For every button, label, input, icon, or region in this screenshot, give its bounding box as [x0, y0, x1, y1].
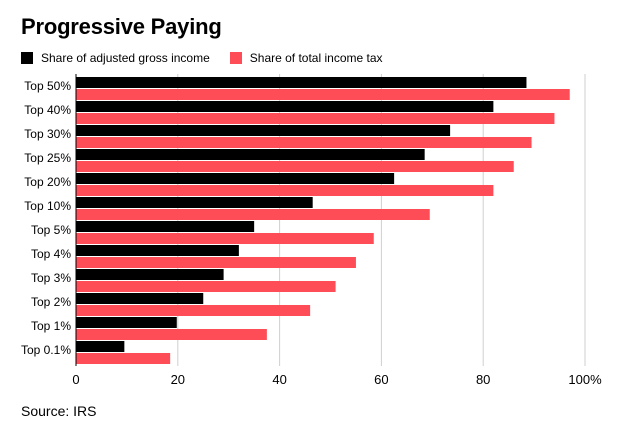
- category-label: Top 5%: [31, 223, 71, 237]
- category-label: Top 4%: [31, 247, 71, 261]
- bar-agi-10: [76, 317, 177, 328]
- legend-label-agi: Share of adjusted gross income: [41, 51, 210, 65]
- bar-tax-3: [76, 161, 514, 172]
- legend-swatch-agi: [21, 52, 33, 64]
- source-note: Source: IRS: [21, 403, 97, 419]
- chart-title: Progressive Paying: [21, 14, 222, 39]
- bar-agi-0: [76, 77, 527, 88]
- x-tick-label: 80: [476, 372, 490, 387]
- category-label: Top 1%: [31, 319, 71, 333]
- bar-tax-1: [76, 113, 555, 124]
- bar-agi-2: [76, 125, 451, 136]
- bar-agi-3: [76, 149, 425, 160]
- bar-agi-1: [76, 101, 494, 112]
- bar-agi-5: [76, 197, 313, 208]
- bar-agi-8: [76, 269, 224, 280]
- category-label: Top 25%: [24, 151, 71, 165]
- x-tick-label: 0: [72, 372, 79, 387]
- category-label: Top 40%: [24, 103, 71, 117]
- legend-item-tax: Share of total income tax: [229, 51, 383, 65]
- category-label: Top 0.1%: [21, 343, 71, 357]
- legend-swatch-tax: [229, 52, 242, 64]
- x-tick-label: 40: [272, 372, 286, 387]
- x-tick-label: 60: [374, 372, 388, 387]
- bar-tax-9: [76, 305, 311, 316]
- category-label: Top 2%: [31, 295, 71, 309]
- x-tick-label: 20: [171, 372, 185, 387]
- category-label: Top 20%: [24, 175, 71, 189]
- bar-agi-9: [76, 293, 204, 304]
- bar-agi-4: [76, 173, 395, 184]
- bar-agi-11: [76, 341, 125, 352]
- bar-tax-0: [76, 89, 570, 100]
- bar-tax-7: [76, 257, 356, 268]
- category-label: Top 3%: [31, 271, 71, 285]
- x-tick-label: 100%: [568, 372, 602, 387]
- bar-tax-4: [76, 185, 494, 196]
- category-label: Top 30%: [24, 127, 71, 141]
- bar-tax-11: [76, 353, 171, 364]
- bar-tax-6: [76, 233, 374, 244]
- bar-tax-8: [76, 281, 336, 292]
- bar-agi-7: [76, 245, 239, 256]
- bar-tax-5: [76, 209, 430, 220]
- bar-agi-6: [76, 221, 255, 232]
- legend: Share of adjusted gross income Share of …: [21, 51, 403, 65]
- bar-tax-10: [76, 329, 267, 340]
- bar-tax-2: [76, 137, 532, 148]
- category-label: Top 10%: [24, 199, 71, 213]
- legend-item-agi: Share of adjusted gross income: [21, 51, 210, 65]
- category-label: Top 50%: [24, 79, 71, 93]
- legend-label-tax: Share of total income tax: [249, 51, 383, 65]
